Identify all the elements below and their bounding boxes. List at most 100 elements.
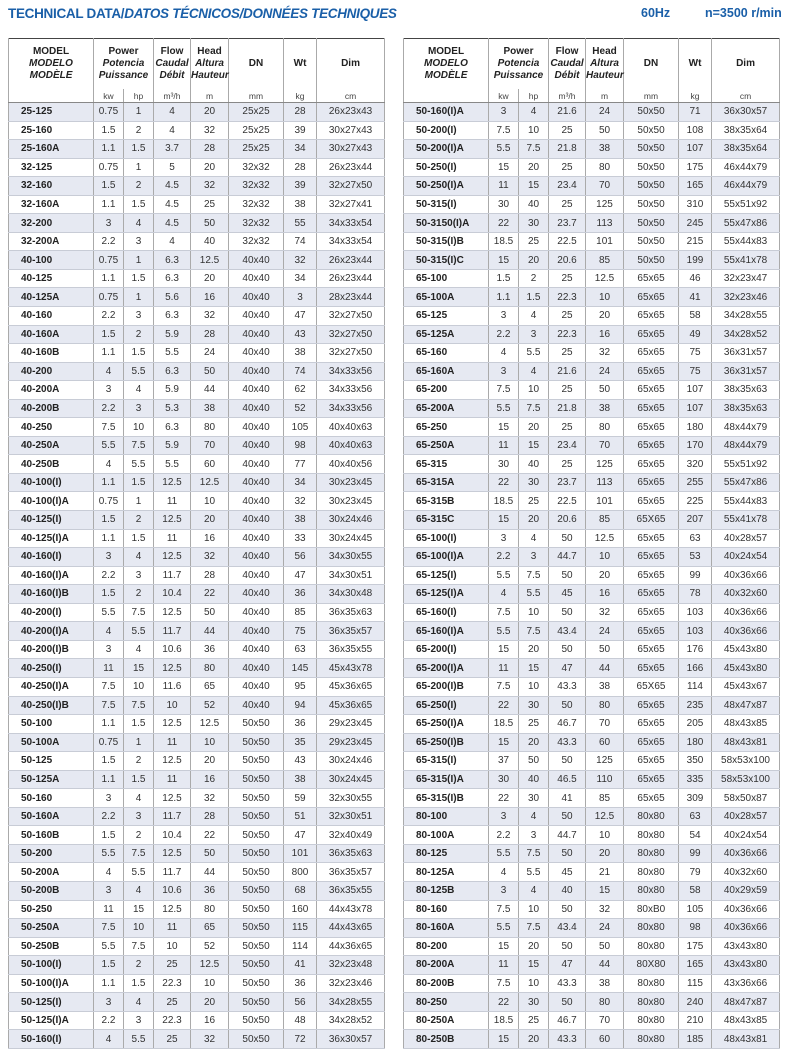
cell-dim: 43x43x80 — [711, 955, 781, 975]
cell-kw: 1.1 — [93, 770, 124, 790]
cell-kw: 0.75 — [93, 250, 124, 270]
cell-kw: 2.2 — [93, 306, 124, 326]
cell-dim: 30x24x46 — [316, 510, 386, 530]
table-row: 65-200(I)A 11 15 47 44 65x65 166 45x43x80 — [403, 658, 781, 678]
col-dim: Dim — [711, 38, 781, 89]
cell-head: 32 — [190, 547, 230, 567]
cell-dn: 65X65 — [623, 677, 680, 697]
cell-flow: 11.7 — [153, 566, 192, 586]
table-row: 65-100 1.5 2 25 12.5 65x65 46 32x23x47 — [403, 269, 781, 289]
cell-wt: 41 — [283, 955, 318, 975]
cell-hp: 5.5 — [122, 454, 155, 474]
cell-hp: 7.5 — [517, 621, 550, 641]
cell-model: 65-200(I)B — [403, 677, 489, 697]
cell-flow: 43.3 — [548, 974, 587, 994]
cell-head: 22 — [190, 825, 230, 845]
cell-dn: 65X65 — [623, 510, 680, 530]
cell-wt: 99 — [678, 844, 713, 864]
header-fr: Hauteur — [191, 70, 229, 81]
cell-dim: 30x23x45 — [316, 473, 386, 493]
cell-dn: 40x40 — [228, 603, 285, 623]
cell-model: 50-200(I)A — [403, 139, 489, 159]
cell-dn: 50x50 — [228, 937, 285, 957]
cell-dim: 36x30x57 — [316, 1029, 386, 1049]
table-row: 40-200 4 5.5 6.3 50 40x40 74 34x33x56 — [8, 362, 386, 382]
cell-flow: 5.9 — [153, 325, 192, 345]
cell-model: 50-160(I)A — [403, 102, 489, 122]
cell-dn: 50x50 — [228, 862, 285, 882]
cell-head: 38 — [585, 677, 625, 697]
cell-dn: 40x40 — [228, 584, 285, 604]
table-row: 50-100 1.1 1.5 12.5 12.5 50x50 36 29x23x45 — [8, 714, 386, 734]
cell-flow: 22.5 — [548, 232, 587, 252]
cell-head: 38 — [585, 139, 625, 159]
cell-hp: 5.5 — [122, 362, 155, 382]
cell-dim: 58x50x87 — [711, 788, 781, 808]
cell-flow: 23.4 — [548, 436, 587, 456]
cell-dn: 50x50 — [228, 955, 285, 975]
cell-flow: 50 — [548, 992, 587, 1012]
cell-dim: 48x43x81 — [711, 1029, 781, 1049]
cell-dn: 65x65 — [623, 529, 680, 549]
cell-dn: 80x80 — [623, 992, 680, 1012]
cell-wt: 103 — [678, 621, 713, 641]
cell-flow: 5.5 — [153, 343, 192, 363]
cell-kw: 11 — [488, 658, 519, 678]
cell-hp: 4 — [122, 640, 155, 660]
cell-dim: 32x23x46 — [316, 974, 386, 994]
cell-flow: 12.5 — [153, 473, 192, 493]
cell-dn: 65x65 — [623, 640, 680, 660]
cell-kw: 2.2 — [488, 325, 519, 345]
header-es: Altura — [590, 58, 619, 69]
cell-dn: 80xB0 — [623, 900, 680, 920]
cell-dim: 48x43x81 — [711, 733, 781, 753]
cell-wt: 75 — [283, 621, 318, 641]
cell-dim: 36x35x63 — [316, 844, 386, 864]
cell-head: 32 — [585, 343, 625, 363]
table-row: 80-125B 3 4 40 15 80x80 58 40x29x59 — [403, 881, 781, 901]
cell-dn: 40x40 — [228, 417, 285, 437]
cell-model: 50-200A — [8, 862, 94, 882]
cell-hp: 1 — [122, 158, 155, 178]
cell-wt: 75 — [678, 362, 713, 382]
col-dn: DN — [623, 38, 680, 89]
cell-head: 38 — [190, 399, 230, 419]
table-row: 80-200 15 20 50 50 80x80 175 43x43x80 — [403, 937, 781, 957]
cell-kw: 4 — [488, 584, 519, 604]
cell-model: 40-160A — [8, 325, 94, 345]
cell-head: 16 — [190, 770, 230, 790]
cell-hp: 5.5 — [517, 584, 550, 604]
cell-dn: 40x40 — [228, 436, 285, 456]
cell-head: 24 — [190, 343, 230, 363]
cell-kw: 2.2 — [93, 399, 124, 419]
cell-head: 20 — [190, 992, 230, 1012]
cell-dim: 34x28x52 — [316, 1011, 386, 1031]
cell-head: 10 — [190, 733, 230, 753]
cell-head: 125 — [585, 195, 625, 215]
cell-hp: 15 — [517, 176, 550, 196]
cell-dn: 40x40 — [228, 566, 285, 586]
cell-dim: 26x23x44 — [316, 269, 386, 289]
cell-wt: 114 — [678, 677, 713, 697]
cell-hp: 2 — [122, 121, 155, 141]
table-row: 40-125(I)A 1.1 1.5 11 16 40x40 33 30x24x45 — [8, 529, 386, 549]
cell-dn: 32x32 — [228, 232, 285, 252]
cell-wt: 34 — [283, 269, 318, 289]
cell-head: 113 — [585, 213, 625, 233]
cell-head: 50 — [190, 362, 230, 382]
cell-flow: 47 — [548, 955, 587, 975]
cell-head: 70 — [585, 714, 625, 734]
cell-head: 50 — [190, 844, 230, 864]
table-row: 65-315A 22 30 23.7 113 65x65 255 55x47x86 — [403, 473, 781, 493]
cell-head: 20 — [190, 751, 230, 771]
cell-wt: 207 — [678, 510, 713, 530]
cell-head: 52 — [190, 696, 230, 716]
cell-wt: 58 — [678, 306, 713, 326]
cell-flow: 11 — [153, 529, 192, 549]
unit-cell: kg — [283, 89, 318, 103]
cell-head: 24 — [585, 918, 625, 938]
cell-dim: 55x47x86 — [711, 213, 781, 233]
cell-dim: 43x43x80 — [711, 937, 781, 957]
table-row: 80-250 22 30 50 80 80x80 240 48x47x87 — [403, 992, 781, 1012]
cell-dn: 40x40 — [228, 621, 285, 641]
